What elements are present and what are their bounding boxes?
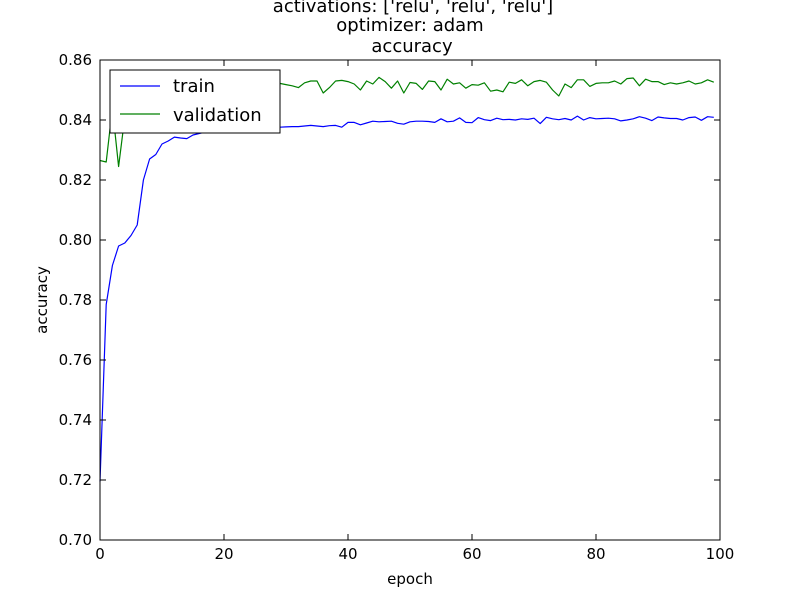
- y-tick-label: 0.78: [59, 291, 92, 309]
- x-tick-label: 80: [586, 545, 605, 563]
- y-tick-label: 0.70: [59, 531, 92, 549]
- x-axis-label: epoch: [387, 570, 433, 588]
- legend: train validation: [109, 69, 281, 134]
- y-tick-label: 0.76: [59, 351, 92, 369]
- y-tick-label: 0.82: [59, 171, 92, 189]
- x-tick-label: 40: [338, 545, 357, 563]
- y-tick-label: 0.80: [59, 231, 92, 249]
- x-tick-label: 100: [706, 545, 735, 563]
- title-line-2: optimizer: adam: [336, 15, 483, 36]
- title-line-1: activations: ['relu', 'relu', 'relu']: [273, 0, 553, 17]
- y-tick-label: 0.72: [59, 471, 92, 489]
- x-tick-label: 0: [95, 545, 105, 563]
- y-axis: 0.70 0.72 0.74 0.76 0.78 0.80 0.82 0.84 0.86: [59, 51, 720, 549]
- legend-validation-label: validation: [173, 105, 262, 126]
- y-tick-label: 0.86: [59, 51, 92, 69]
- x-tick-label: 20: [214, 545, 233, 563]
- y-axis-label: accuracy: [33, 266, 51, 334]
- y-tick-label: 0.84: [59, 111, 92, 129]
- x-tick-label: 60: [462, 545, 481, 563]
- title-line-3: accuracy: [371, 36, 453, 57]
- chart-title: activations: ['relu', 'relu', 'relu'] op…: [273, 0, 553, 57]
- x-axis: 0 20 40 60 80 100: [95, 60, 734, 563]
- legend-train-label: train: [173, 76, 215, 97]
- series-lines: [99, 76, 715, 482]
- series-line-train: [99, 115, 714, 482]
- legend-box: [109, 69, 281, 134]
- y-tick-label: 0.74: [59, 411, 92, 429]
